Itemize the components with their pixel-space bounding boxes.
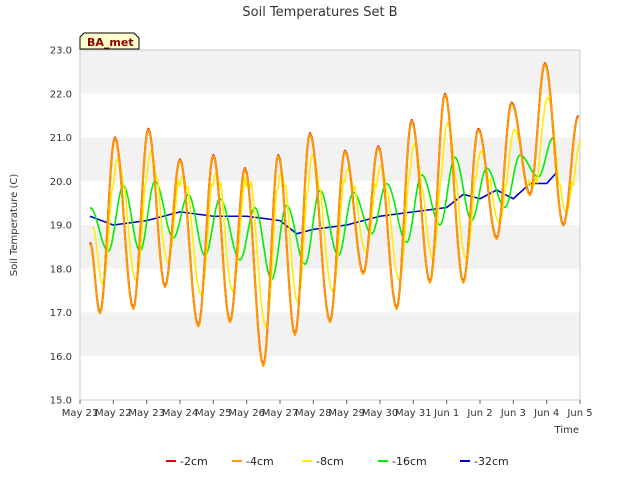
y-tick-label: 17.0 [50,308,72,319]
x-tick-label: Jun 1 [433,408,459,419]
x-tick-label: Jun 3 [500,408,526,419]
y-tick-label: 19.0 [50,221,72,232]
legend-label: -32cm [474,455,509,468]
x-tick-label: May 25 [195,408,232,419]
y-tick-label: 21.0 [50,133,72,144]
x-tick-label: May 24 [162,408,199,419]
x-tick-label: May 28 [295,408,332,419]
y-axis-label: Soil Temperature (C) [9,174,20,277]
background-band [80,137,580,182]
x-tick-label: May 27 [262,408,299,419]
background-band [80,50,580,94]
chart-title: Soil Temperatures Set B [242,5,397,20]
background-band [80,93,580,138]
y-tick-label: 16.0 [50,352,72,363]
legend-label: -2cm [180,455,208,468]
x-tick-label: Jun 4 [533,408,559,419]
x-tick-label: May 22 [95,408,132,419]
y-tick-label: 22.0 [50,89,72,100]
y-axis-ticks: 15.0 16.0 17.0 18.0 19.0 20.0 21.0 22.0 23.0 [50,46,72,407]
station-badge-label: BA_met [87,36,134,49]
background-band [80,268,580,313]
y-tick-label: 20.0 [50,177,72,188]
x-tick-label: May 29 [328,408,365,419]
background-band [80,356,580,400]
series-lines [89,62,582,367]
series-line-minus-32cm [89,171,558,235]
station-badge: BA_met [79,32,140,50]
x-tick-label: May 21 [62,408,99,419]
x-tick-label: Jun 2 [466,408,492,419]
y-tick-label: 15.0 [50,396,72,407]
x-tick-label: May 30 [362,408,399,419]
chart-legend: -2cm -4cm -8cm -16cm -32cm [166,455,509,468]
plot-area-frame [79,49,581,401]
legend-label: -16cm [392,455,427,468]
legend-label: -4cm [246,455,274,468]
x-tick-label: May 31 [395,408,432,419]
x-tick-label: May 26 [228,408,265,419]
x-axis-label: Time [554,425,579,436]
station-badge-shape [79,32,140,50]
series-line-minus-16cm [89,136,558,281]
x-tick-label: Jun 5 [566,408,592,419]
y-tick-label: 18.0 [50,264,72,275]
series-line-minus-4cm [89,63,580,367]
x-tick-label: May 23 [128,408,165,419]
y-tick-label: 23.0 [50,46,72,57]
legend-label: -8cm [316,455,344,468]
